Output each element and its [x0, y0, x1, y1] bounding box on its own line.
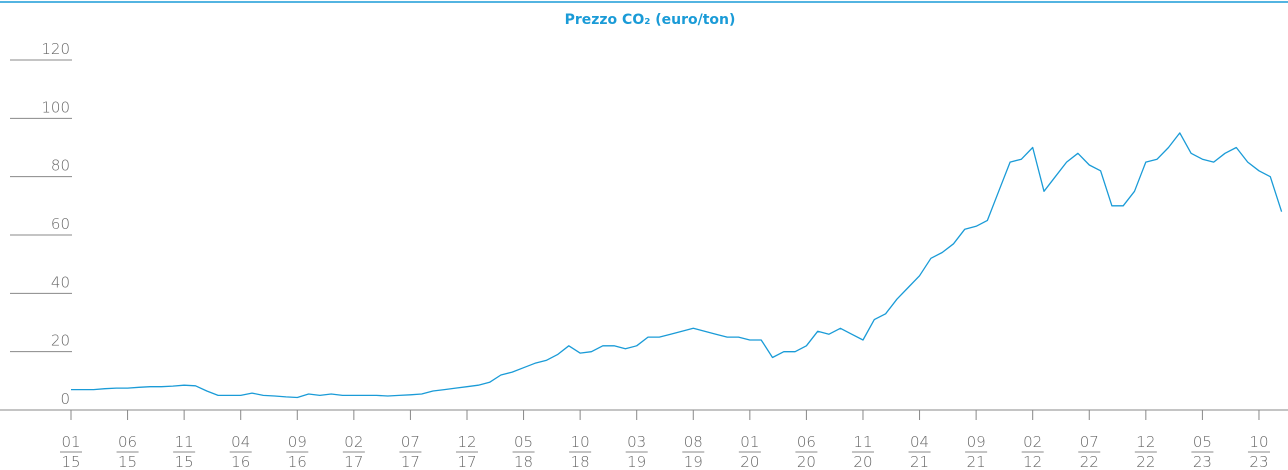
x-tick-year: 19 [627, 453, 646, 470]
x-tick-month: 10 [1249, 433, 1268, 451]
chart-title: Prezzo CO₂ (euro/ton) [565, 12, 736, 28]
x-tick-year: 17 [401, 453, 420, 470]
x-tick-year: 18 [514, 453, 533, 470]
x-tick-year: 20 [853, 453, 872, 470]
x-tick-month: 07 [1080, 433, 1099, 451]
y-tick-label: 0 [60, 390, 70, 408]
x-tick-year: 17 [457, 453, 476, 470]
x-tick-year: 17 [344, 453, 363, 470]
x-tick-month: 09 [967, 433, 986, 451]
x-tick-year: 18 [571, 453, 590, 470]
x-tick-year: 16 [288, 453, 307, 470]
x-tick-year: 21 [910, 453, 929, 470]
x-tick-month: 03 [627, 433, 646, 451]
x-tick-month: 02 [1023, 433, 1042, 451]
x-tick-month: 05 [514, 433, 533, 451]
x-tick-year: 15 [61, 453, 80, 470]
x-tick-month: 11 [853, 433, 872, 451]
x-tick-month: 07 [401, 433, 420, 451]
y-tick-label: 20 [51, 332, 70, 350]
x-tick-month: 05 [1193, 433, 1212, 451]
y-tick-label: 120 [41, 40, 70, 58]
x-tick-year: 22 [1080, 453, 1099, 470]
x-tick-month: 11 [175, 433, 194, 451]
x-tick-year: 15 [118, 453, 137, 470]
x-tick-year: 23 [1249, 453, 1268, 470]
x-tick-month: 04 [910, 433, 929, 451]
x-tick-month: 09 [288, 433, 307, 451]
x-tick-year: 16 [231, 453, 250, 470]
x-tick-month: 06 [797, 433, 816, 451]
x-tick-year: 21 [967, 453, 986, 470]
x-tick-year: 12 [1023, 453, 1042, 470]
y-tick-label: 80 [51, 157, 70, 175]
y-tick-label: 40 [51, 273, 70, 291]
x-tick-year: 15 [175, 453, 194, 470]
x-tick-month: 10 [571, 433, 590, 451]
x-tick-year: 19 [684, 453, 703, 470]
x-tick-month: 04 [231, 433, 250, 451]
x-tick-month: 12 [1136, 433, 1155, 451]
x-tick-month: 06 [118, 433, 137, 451]
y-tick-label: 60 [51, 215, 70, 233]
x-tick-month: 01 [61, 433, 80, 451]
x-tick-year: 20 [797, 453, 816, 470]
x-tick-month: 08 [684, 433, 703, 451]
x-tick-month: 02 [344, 433, 363, 451]
x-tick-year: 20 [740, 453, 759, 470]
x-tick-month: 12 [457, 433, 476, 451]
y-tick-label: 100 [41, 98, 70, 116]
x-tick-year: 23 [1193, 453, 1212, 470]
price-line [71, 132, 1283, 399]
x-tick-month: 01 [740, 433, 759, 451]
x-tick-year: 22 [1136, 453, 1155, 470]
